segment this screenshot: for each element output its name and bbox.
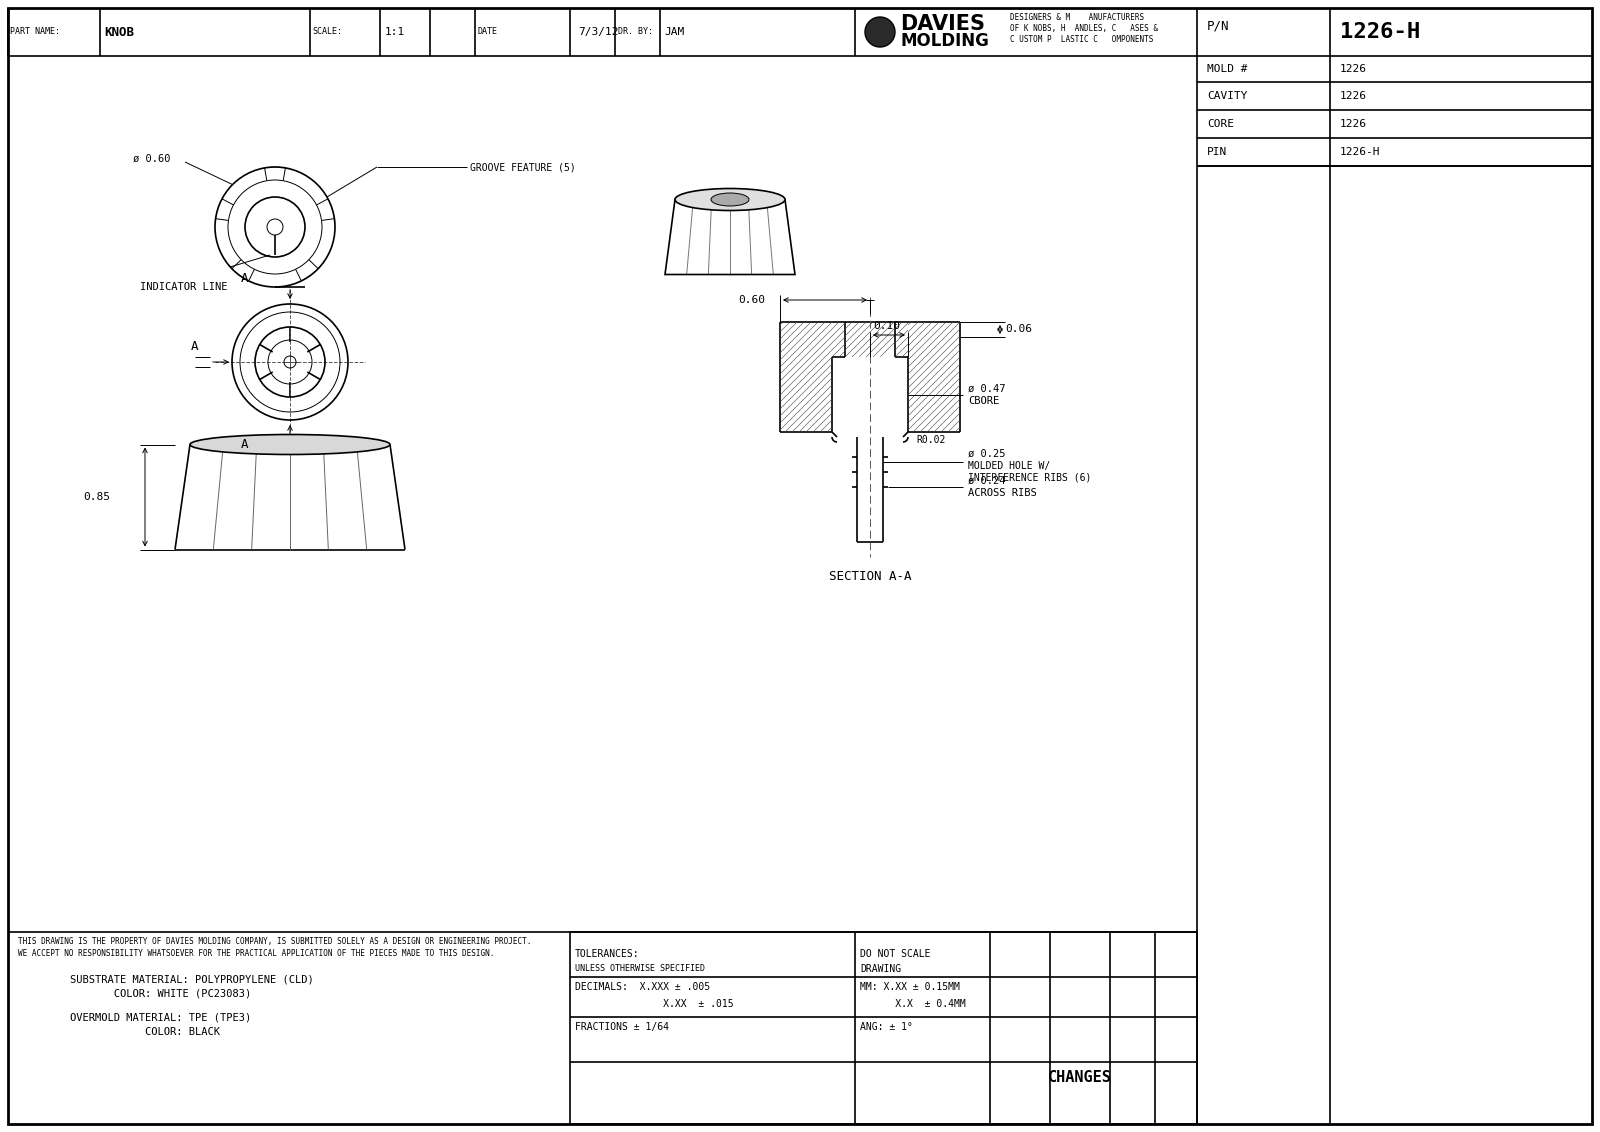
Text: ø 0.47: ø 0.47: [968, 384, 1005, 394]
Text: 1226: 1226: [1341, 91, 1366, 101]
Text: PART NAME:: PART NAME:: [10, 27, 61, 36]
Ellipse shape: [710, 192, 749, 206]
Text: A: A: [242, 438, 248, 452]
Text: FRACTIONS ± 1/64: FRACTIONS ± 1/64: [574, 1022, 669, 1032]
Text: 7/3/12: 7/3/12: [578, 27, 619, 37]
Circle shape: [866, 17, 894, 48]
Bar: [570, 932, 1197, 1124]
Text: X.XX  ± .015: X.XX ± .015: [574, 1000, 734, 1009]
Ellipse shape: [675, 189, 786, 211]
Text: 1226-H: 1226-H: [1341, 147, 1381, 157]
Text: A: A: [242, 273, 248, 285]
Text: 1226: 1226: [1341, 119, 1366, 129]
Text: DATE: DATE: [478, 27, 498, 36]
Text: MM: X.XX ± 0.15MM: MM: X.XX ± 0.15MM: [861, 981, 960, 992]
Text: CORE: CORE: [1206, 119, 1234, 129]
Text: MOLDED HOLE W/: MOLDED HOLE W/: [968, 461, 1050, 471]
Text: X.X  ± 0.4MM: X.X ± 0.4MM: [861, 1000, 966, 1009]
Text: SUBSTRATE MATERIAL: POLYPROPYLENE (CLD): SUBSTRATE MATERIAL: POLYPROPYLENE (CLD): [70, 974, 314, 984]
Text: ACROSS RIBS: ACROSS RIBS: [968, 488, 1037, 498]
Text: 0.85: 0.85: [83, 492, 110, 501]
Text: SCALE:: SCALE:: [312, 27, 342, 36]
Text: THIS DRAWING IS THE PROPERTY OF DAVIES MOLDING COMPANY, IS SUBMITTED SOLELY AS A: THIS DRAWING IS THE PROPERTY OF DAVIES M…: [18, 937, 531, 946]
Text: 1:1: 1:1: [386, 27, 405, 37]
Text: 1226-H: 1226-H: [1341, 22, 1421, 42]
Text: 0.10: 0.10: [874, 321, 899, 331]
Ellipse shape: [190, 435, 390, 455]
Text: R0.02: R0.02: [915, 435, 946, 445]
Text: ANG: ± 1°: ANG: ± 1°: [861, 1022, 914, 1032]
Text: CAVITY: CAVITY: [1206, 91, 1248, 101]
Text: OVERMOLD MATERIAL: TPE (TPE3): OVERMOLD MATERIAL: TPE (TPE3): [70, 1012, 251, 1022]
Text: 0.60: 0.60: [738, 295, 765, 305]
Text: ø 0.60: ø 0.60: [133, 154, 171, 164]
Text: DECIMALS:  X.XXX ± .005: DECIMALS: X.XXX ± .005: [574, 981, 710, 992]
Text: DAVIES: DAVIES: [899, 14, 986, 34]
Text: WE ACCEPT NO RESPONSIBILITY WHATSOEVER FOR THE PRACTICAL APPLICATION OF THE PIEC: WE ACCEPT NO RESPONSIBILITY WHATSOEVER F…: [18, 949, 494, 958]
Text: 0.06: 0.06: [1005, 325, 1032, 334]
Text: CHANGES: CHANGES: [1048, 1070, 1112, 1084]
Text: DR. BY:: DR. BY:: [618, 27, 653, 36]
Text: CBORE: CBORE: [968, 395, 1000, 405]
Text: DO NOT SCALE: DO NOT SCALE: [861, 949, 931, 959]
Text: ø 0.25: ø 0.25: [968, 449, 1005, 458]
Text: INDICATOR LINE: INDICATOR LINE: [141, 282, 227, 292]
Text: 1226: 1226: [1341, 65, 1366, 74]
Text: OF K NOBS, H  ANDLES, C   ASES &: OF K NOBS, H ANDLES, C ASES &: [1010, 25, 1158, 34]
Text: C USTOM P  LASTIC C   OMPONENTS: C USTOM P LASTIC C OMPONENTS: [1010, 35, 1154, 44]
Text: KNOB: KNOB: [104, 26, 134, 38]
Text: COLOR: BLACK: COLOR: BLACK: [70, 1027, 221, 1037]
Text: MOLDING: MOLDING: [899, 32, 989, 50]
Text: TOLERANCES:: TOLERANCES:: [574, 949, 640, 959]
Text: COLOR: WHITE (PC23083): COLOR: WHITE (PC23083): [70, 989, 251, 1000]
Text: UNLESS OTHERWISE SPECIFIED: UNLESS OTHERWISE SPECIFIED: [574, 964, 706, 974]
Text: P/N: P/N: [1206, 19, 1229, 33]
Text: A: A: [192, 340, 198, 352]
Text: MOLD #: MOLD #: [1206, 65, 1248, 74]
Text: DRAWING: DRAWING: [861, 964, 901, 974]
Text: PIN: PIN: [1206, 147, 1227, 157]
Text: INTERFERENCE RIBS (6): INTERFERENCE RIBS (6): [968, 473, 1091, 483]
Text: DESIGNERS & M    ANUFACTURERS: DESIGNERS & M ANUFACTURERS: [1010, 14, 1144, 23]
Text: ø 0.24: ø 0.24: [968, 475, 1005, 486]
Text: GROOVE FEATURE (5): GROOVE FEATURE (5): [470, 162, 576, 172]
Text: SECTION A-A: SECTION A-A: [829, 571, 912, 583]
Text: JAM: JAM: [664, 27, 685, 37]
